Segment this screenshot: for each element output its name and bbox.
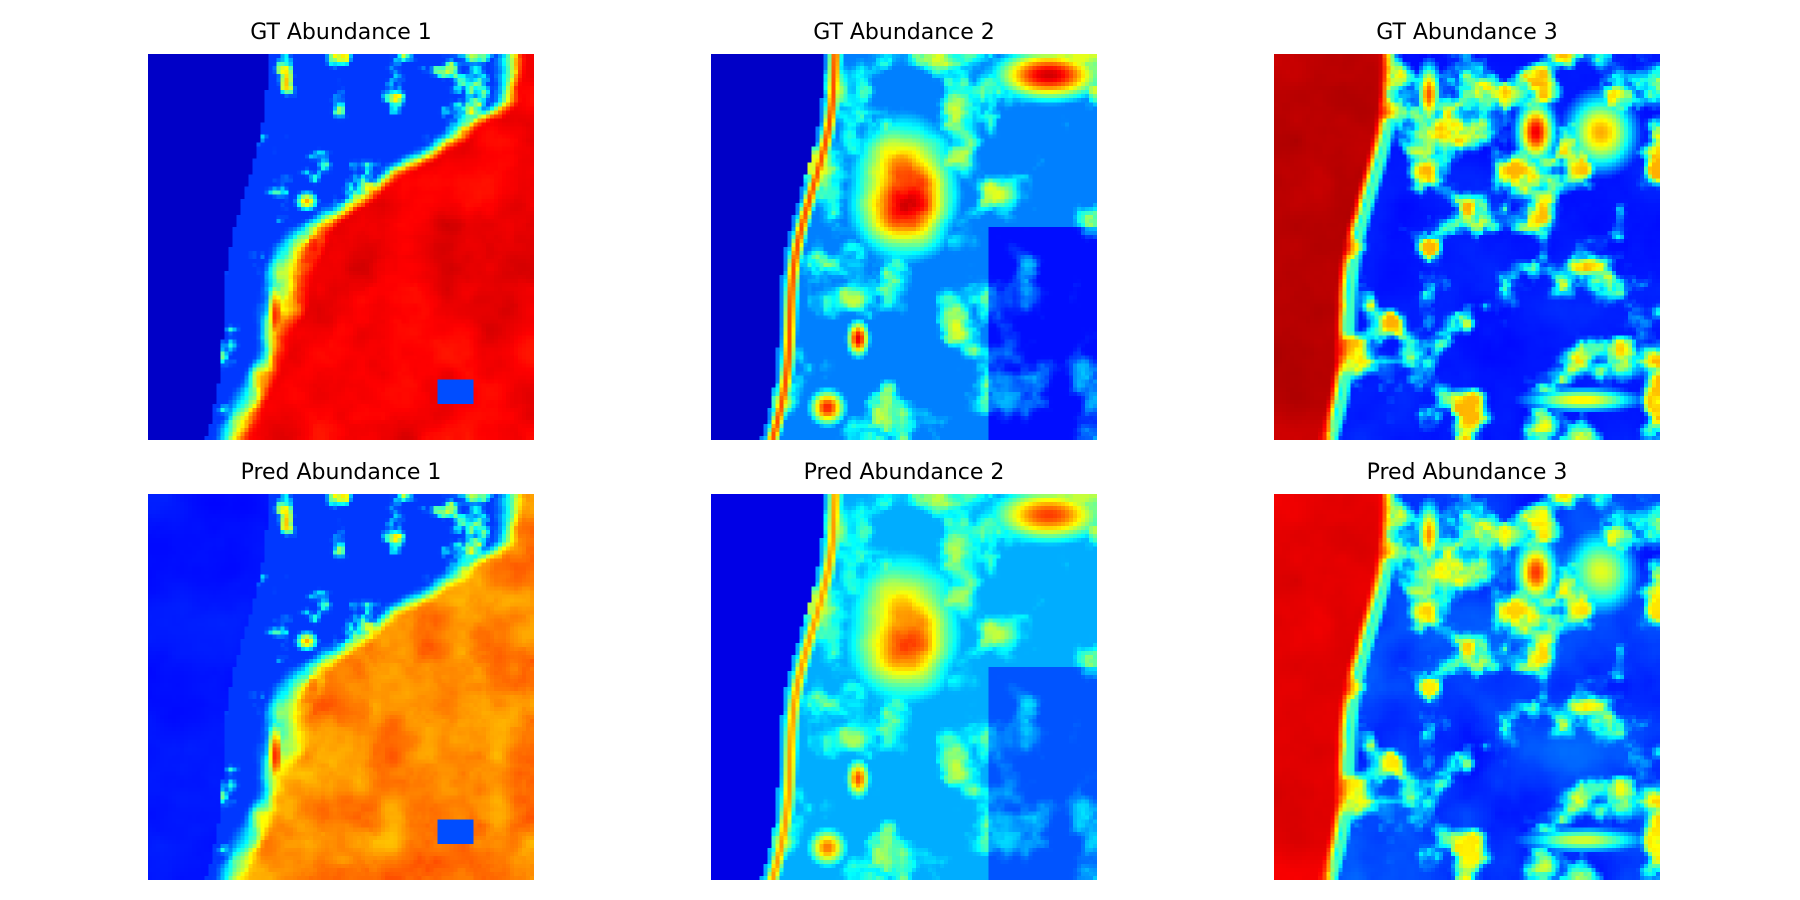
panel-title: Pred Abundance 1	[240, 460, 442, 485]
heatmap-gt-abundance-1	[148, 54, 534, 440]
panel-title: GT Abundance 3	[1376, 20, 1558, 45]
heatmap-gt-abundance-2	[711, 54, 1097, 440]
heatmap-pred-abundance-2	[711, 494, 1097, 880]
panel-title: GT Abundance 2	[813, 20, 995, 45]
heatmap-pred-abundance-3	[1274, 494, 1660, 880]
heatmap-pred-abundance-1	[148, 494, 534, 880]
panel-title: GT Abundance 1	[250, 20, 432, 45]
panel-title: Pred Abundance 3	[1366, 460, 1568, 485]
panel-title: Pred Abundance 2	[803, 460, 1005, 485]
heatmap-gt-abundance-3	[1274, 54, 1660, 440]
